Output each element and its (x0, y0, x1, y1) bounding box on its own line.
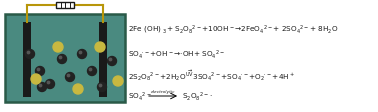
Bar (5, 15, 125, 102)
Circle shape (109, 59, 112, 61)
Circle shape (73, 84, 83, 94)
Circle shape (67, 75, 70, 77)
Text: S$_2$O$_8$$^{2-}$·: S$_2$O$_8$$^{2-}$· (182, 90, 212, 102)
Circle shape (36, 67, 45, 76)
Circle shape (95, 43, 105, 53)
Circle shape (39, 85, 42, 87)
Circle shape (113, 76, 123, 86)
Circle shape (99, 85, 102, 87)
Text: electrolytic: electrolytic (151, 90, 175, 94)
Circle shape (59, 57, 62, 59)
Text: 2Fe (OH) $_3$+ S$_2$O$_8$$^{2-}$+10OH$^-$→2FeO$_4$$^{2-}$+ 2SO$_4$$^{2-}$+ 8H$_2: 2Fe (OH) $_3$+ S$_2$O$_8$$^{2-}$+10OH$^-… (128, 24, 339, 36)
Circle shape (47, 82, 50, 84)
Circle shape (57, 55, 67, 64)
Circle shape (25, 50, 34, 59)
Circle shape (87, 67, 96, 76)
Text: SO$_4$$^{2-}$: SO$_4$$^{2-}$ (128, 90, 152, 102)
Circle shape (65, 73, 74, 82)
Bar (56, 3, 74, 9)
Circle shape (37, 69, 40, 71)
Circle shape (77, 50, 87, 59)
Circle shape (107, 57, 116, 66)
Circle shape (31, 74, 41, 84)
Circle shape (79, 52, 82, 54)
Bar (23, 23, 31, 97)
Circle shape (45, 80, 54, 89)
Circle shape (53, 43, 63, 53)
Text: 2S$_2$O$_8$$^{2-}$+2H$_2$O$^{\overrightarrow{\rm UV}}$3SO$_4$$^{2-}$+SO$_4$$^{\c: 2S$_2$O$_8$$^{2-}$+2H$_2$O$^{\overrighta… (128, 68, 295, 83)
Text: SO$_4$$^{\cdot -}$+OH$^-$→·OH+ SO$_4$$^{2-}$: SO$_4$$^{\cdot -}$+OH$^-$→·OH+ SO$_4$$^{… (128, 48, 225, 61)
Circle shape (27, 52, 30, 54)
Circle shape (37, 83, 46, 92)
Bar (99, 23, 107, 97)
Circle shape (98, 83, 107, 92)
Circle shape (89, 69, 92, 71)
